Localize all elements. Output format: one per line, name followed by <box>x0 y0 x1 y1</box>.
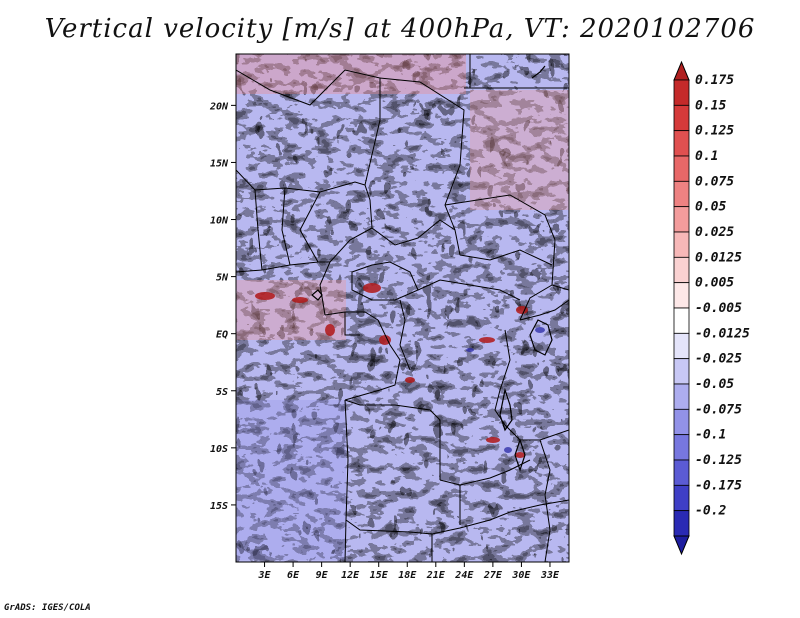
colorbar-swatch <box>673 206 690 233</box>
x-tick-label: 24E <box>454 570 474 581</box>
x-tick-label: 12E <box>341 570 360 581</box>
colorbar-label: 0.025 <box>695 225 734 240</box>
y-tick-label: EQ <box>216 330 228 341</box>
colorbar-swatch <box>673 307 690 334</box>
colorbar-label: 0.05 <box>695 200 726 215</box>
y-axis: 20N 15N 10N 5N EQ 5S 10S 15S <box>209 101 236 512</box>
x-tick-label: 27E <box>483 570 503 581</box>
colorbar-label: 0.075 <box>695 174 734 189</box>
y-tick-label: 10S <box>210 444 228 455</box>
colorbar-label: 0.1 <box>695 149 718 164</box>
y-tick-label: 15S <box>210 501 228 512</box>
colorbar-swatch <box>673 408 690 436</box>
x-tick-label: 33E <box>540 570 560 581</box>
chart-title: Vertical velocity [m/s] at 400hPa, VT: 2… <box>44 14 756 44</box>
colorbar: 0.175 0.15 0.125 0.1 0.075 0.05 0.025 0.0125 0.0… <box>673 60 750 556</box>
country-boundaries <box>236 54 569 562</box>
colorbar-swatch <box>673 130 690 157</box>
y-tick-label: 5N <box>216 273 229 284</box>
colorbar-label: -0.2 <box>695 504 726 519</box>
colorbar-label: 0.005 <box>695 276 734 291</box>
credit-label: GrADS: IGES/COLA <box>4 603 91 613</box>
colorbar-swatch <box>673 484 690 512</box>
colorbar-label: -0.025 <box>695 352 742 367</box>
y-tick-label: 20N <box>209 101 229 112</box>
x-axis: 3E 6E 9E 12E 15E 18E 21E 24E 27E 30E 33E <box>258 562 560 581</box>
colorbar-swatch <box>673 332 690 360</box>
colorbar-label: -0.075 <box>695 402 742 417</box>
colorbar-top-cap <box>673 60 690 81</box>
colorbar-swatch <box>673 358 690 385</box>
colorbar-swatch <box>673 510 690 537</box>
colorbar-swatch <box>673 256 690 284</box>
x-tick-label: 6E <box>287 570 300 581</box>
colorbar-label: -0.1 <box>695 428 726 443</box>
x-tick-label: 9E <box>316 570 329 581</box>
x-tick-label: 21E <box>426 570 446 581</box>
colorbar-swatch <box>673 231 690 258</box>
colorbar-label: 0.0125 <box>695 250 742 265</box>
colorbar-swatch <box>673 383 690 410</box>
colorbar-swatch <box>673 282 690 309</box>
colorbar-swatch <box>673 155 690 182</box>
colorbar-label: -0.05 <box>695 377 734 392</box>
colorbar-label: -0.0125 <box>695 326 750 341</box>
colorbar-swatch <box>673 434 690 461</box>
colorbar-swatch <box>673 104 690 132</box>
colorbar-label: -0.175 <box>695 478 742 493</box>
y-tick-label: 5S <box>216 387 228 398</box>
colorbar-swatch <box>673 180 690 208</box>
colorbar-swatch <box>673 79 690 106</box>
x-tick-label: 15E <box>370 570 389 581</box>
colorbar-bottom-cap <box>673 535 690 556</box>
colorbar-label: -0.125 <box>695 453 742 468</box>
lake-outlines <box>311 65 553 472</box>
x-tick-label: 3E <box>258 570 272 581</box>
x-tick-label: 30E <box>511 570 531 581</box>
y-tick-label: 15N <box>210 158 229 169</box>
colorbar-label: 0.175 <box>695 73 734 88</box>
plot-frame <box>235 53 570 563</box>
colorbar-label: 0.125 <box>695 124 734 139</box>
colorbar-label: 0.15 <box>695 98 726 113</box>
colorbar-label: -0.005 <box>695 301 742 316</box>
y-tick-label: 10N <box>210 216 229 227</box>
x-tick-label: 18E <box>398 570 417 581</box>
colorbar-swatch <box>673 459 690 486</box>
